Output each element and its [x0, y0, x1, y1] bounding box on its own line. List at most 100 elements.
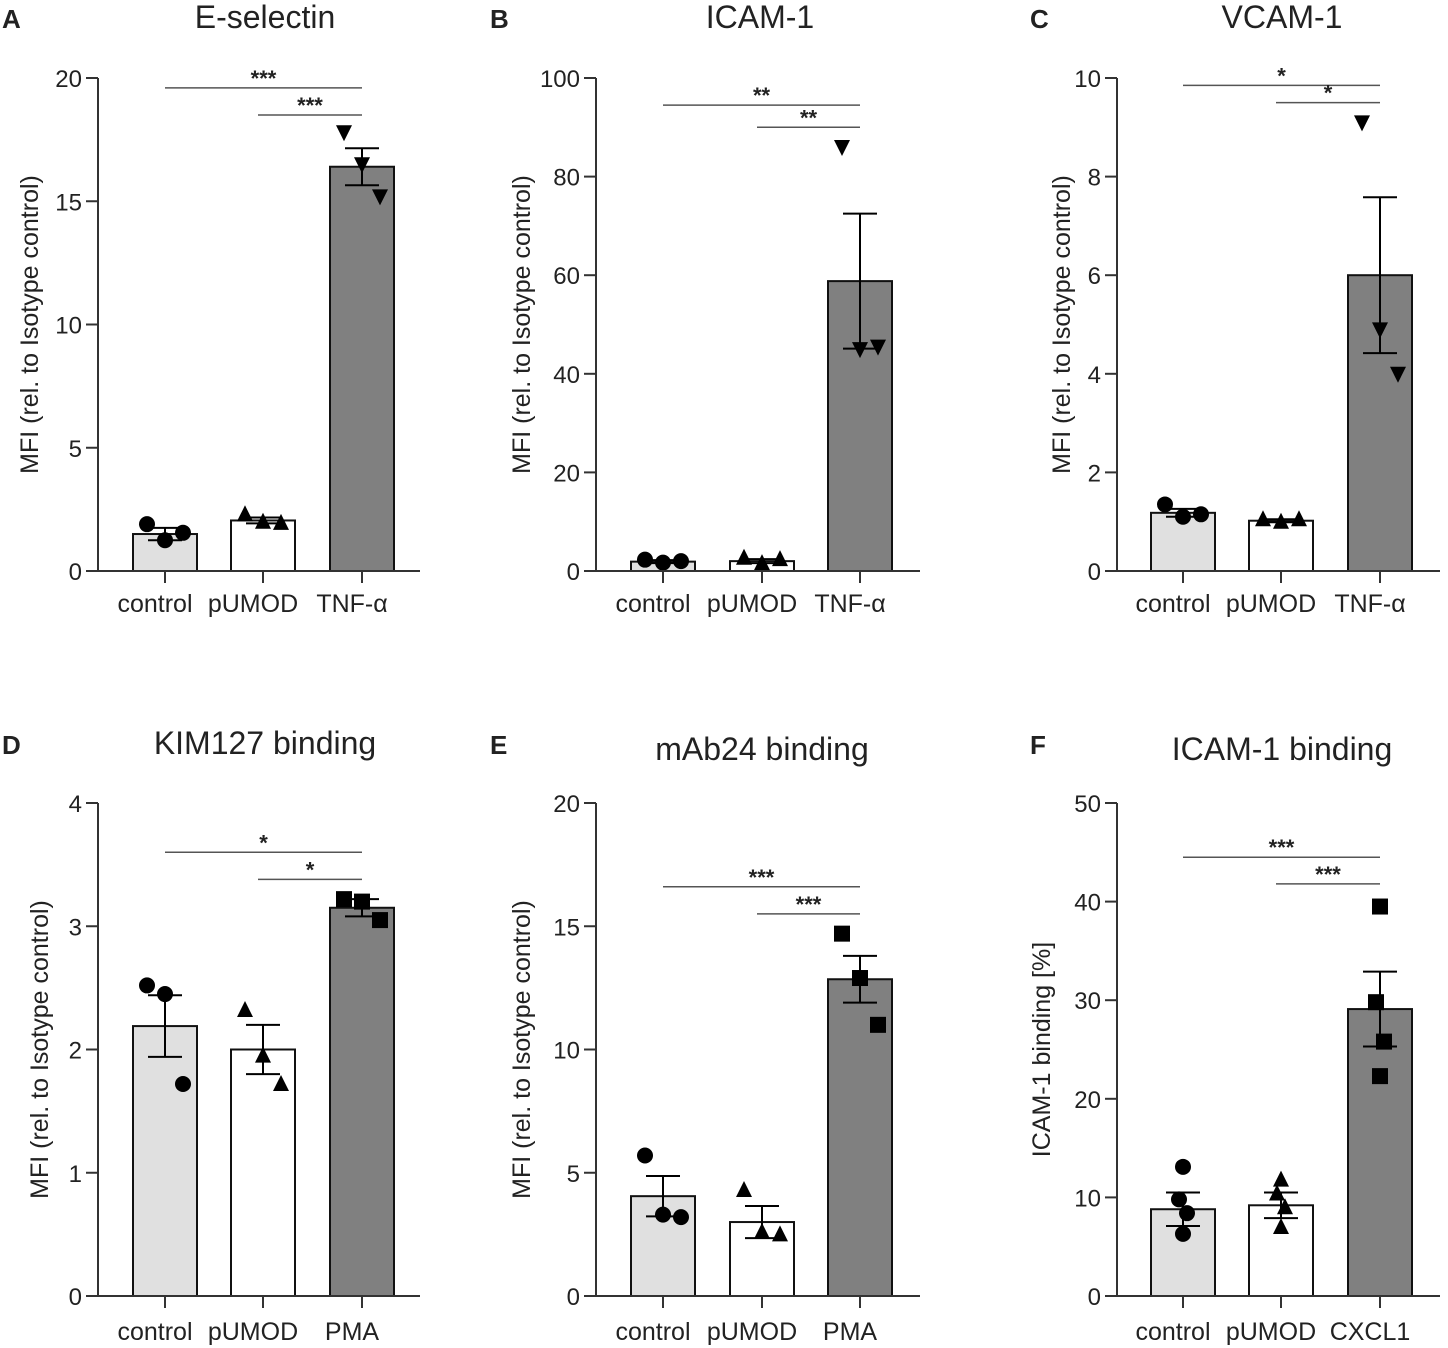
significance-label: ***: [251, 66, 277, 91]
data-point: [637, 1147, 653, 1164]
panel-f: F ICAM-1 binding ICAM-1 binding [%] 0 10 20 30…: [1028, 730, 1440, 1346]
data-point: [372, 912, 388, 929]
y-tick-label: 4: [1088, 362, 1101, 389]
y-tick-label: 1: [69, 1161, 82, 1188]
y-tick-label: 0: [1088, 559, 1101, 586]
y-tick-label: 20: [553, 791, 580, 818]
data-point: [1175, 1158, 1191, 1175]
data-point: [1193, 506, 1209, 523]
y-tick-label: 0: [567, 1284, 580, 1311]
chart-title: ICAM-1 binding: [1172, 731, 1393, 767]
data-point: [673, 553, 689, 570]
data-point: [1372, 898, 1388, 915]
y-tick-label: 2: [1088, 460, 1101, 487]
significance-label: ***: [1315, 862, 1341, 887]
y-tick-label: 5: [69, 436, 82, 463]
significance-label: *: [1324, 81, 1333, 106]
y-tick-label: 80: [553, 165, 580, 192]
panel-letter: C: [1030, 4, 1049, 34]
y-tick-label: 20: [1074, 1087, 1101, 1114]
y-tick-label: 15: [553, 914, 580, 941]
y-tick-label: 60: [553, 263, 580, 290]
chart-title: E-selectin: [195, 0, 336, 35]
x-tick-label: pUMOD: [1226, 1318, 1316, 1346]
chart-title: mAb24 binding: [655, 731, 868, 767]
bar-pumod: [1248, 519, 1314, 572]
y-tick-label: 0: [567, 559, 580, 586]
y-tick-label: 2: [69, 1038, 82, 1065]
significance-label: *: [259, 830, 268, 855]
data-point: [336, 891, 352, 908]
y-axis-label: MFI (rel. to Isotype control): [26, 900, 54, 1199]
data-point: [834, 140, 850, 157]
y-tick-label: 0: [69, 559, 82, 586]
bar-pma: [329, 906, 395, 1297]
data-point: [237, 1001, 253, 1018]
y-tick-label: 40: [553, 362, 580, 389]
significance-label: ***: [297, 93, 323, 118]
data-point: [1368, 994, 1384, 1011]
significance-label: *: [306, 857, 315, 882]
x-tick-label: PMA: [823, 1318, 878, 1346]
x-tick-label: TNF-α: [316, 590, 387, 618]
y-tick-label: 3: [69, 914, 82, 941]
bar-pumod: [230, 1048, 296, 1297]
data-point: [736, 1181, 752, 1198]
data-point: [870, 1016, 886, 1033]
x-tick-label: control: [117, 590, 192, 618]
y-tick-label: 20: [55, 66, 82, 93]
significance-label: ***: [749, 865, 775, 890]
bar-tnf-α: [329, 165, 395, 573]
y-tick-label: 100: [540, 66, 580, 93]
y-tick-label: 10: [1074, 1185, 1101, 1212]
data-point: [870, 339, 886, 356]
x-tick-label: control: [1135, 590, 1210, 618]
data-point: [139, 977, 155, 994]
data-point: [1273, 1170, 1289, 1187]
panel-b: B ICAM-1 MFI (rel. to Isotype control) 0 20 4…: [490, 0, 920, 618]
significance-label: **: [800, 105, 818, 130]
data-point: [1354, 115, 1370, 132]
data-point: [852, 342, 868, 359]
y-tick-label: 20: [553, 460, 580, 487]
panel-letter: E: [490, 730, 507, 760]
y-tick-label: 4: [69, 791, 82, 818]
panel-letter: A: [2, 4, 21, 34]
panel-letter: D: [2, 730, 21, 760]
x-tick-label: pUMOD: [208, 590, 298, 618]
y-axis-label: MFI (rel. to Isotype control): [508, 900, 536, 1199]
data-point: [273, 513, 289, 530]
data-point: [1390, 366, 1406, 383]
x-tick-label: control: [615, 590, 690, 618]
x-tick-label: pUMOD: [707, 1318, 797, 1346]
data-point: [1175, 1225, 1191, 1242]
panel-c: C VCAM-1 MFI (rel. to Isotype control) 0 2 4 6…: [1030, 0, 1440, 618]
significance-label: *: [1277, 63, 1286, 88]
data-point: [336, 125, 352, 142]
y-tick-label: 10: [1074, 66, 1101, 93]
x-tick-label: CXCL1: [1330, 1318, 1411, 1346]
y-tick-label: 0: [1088, 1284, 1101, 1311]
data-point: [1171, 1191, 1187, 1208]
significance-label: ***: [796, 892, 822, 917]
x-tick-label: pUMOD: [208, 1318, 298, 1346]
y-tick-label: 6: [1088, 263, 1101, 290]
data-point: [673, 1209, 689, 1226]
chart-title: KIM127 binding: [154, 725, 376, 761]
y-tick-label: 40: [1074, 890, 1101, 917]
x-tick-label: pUMOD: [707, 590, 797, 618]
data-point: [273, 1075, 289, 1092]
x-tick-label: TNF-α: [814, 590, 885, 618]
y-axis-label: MFI (rel. to Isotype control): [16, 175, 44, 474]
y-tick-label: 50: [1074, 791, 1101, 818]
data-point: [1372, 1068, 1388, 1085]
data-point: [157, 986, 173, 1003]
panel-d: D KIM127 binding MFI (rel. to Isotype cont…: [2, 725, 420, 1346]
y-axis-label: MFI (rel. to Isotype control): [1048, 175, 1076, 474]
y-tick-label: 0: [69, 1284, 82, 1311]
significance-label: **: [753, 83, 771, 108]
x-tick-label: control: [117, 1318, 192, 1346]
x-tick-label: control: [1135, 1318, 1210, 1346]
